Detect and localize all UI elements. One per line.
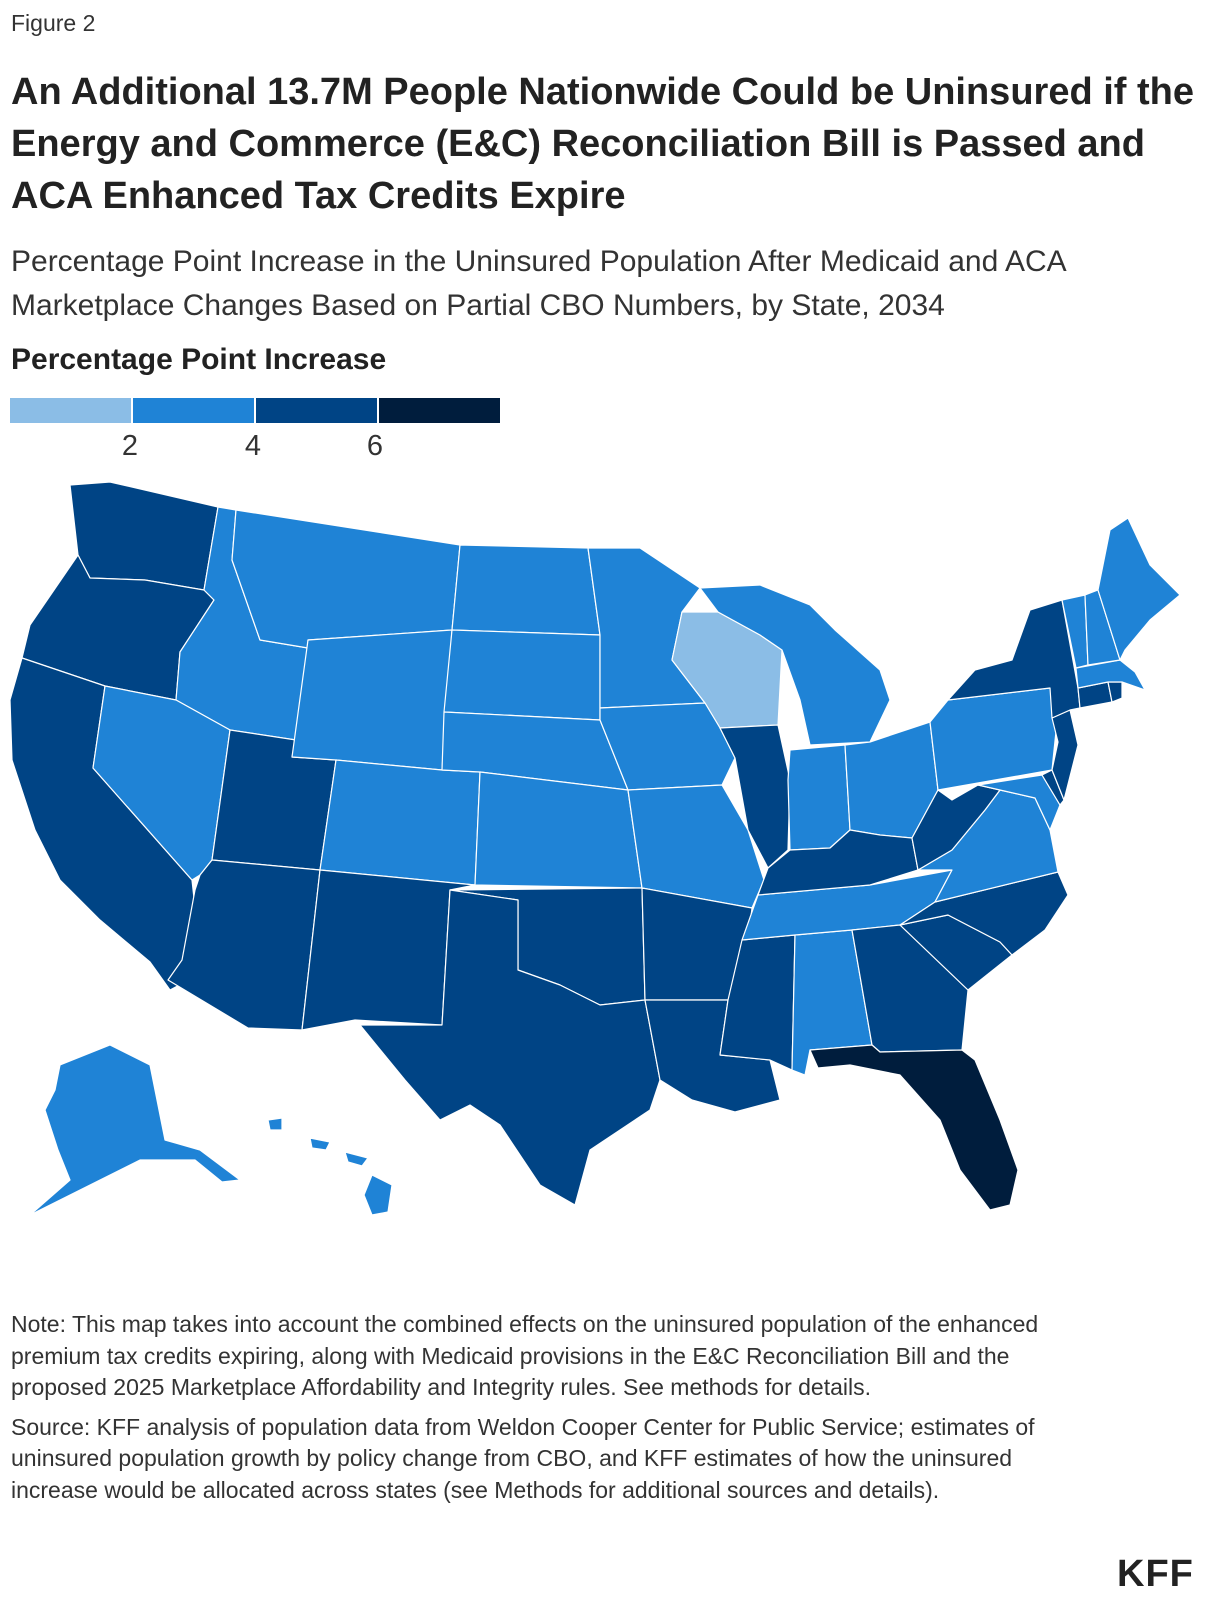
- state-TX[interactable]: [359, 889, 661, 1206]
- state-ME[interactable]: [1097, 517, 1181, 661]
- state-SD[interactable]: [443, 629, 601, 721]
- kff-logo: KFF: [1117, 1553, 1194, 1595]
- state-IA[interactable]: [599, 702, 736, 791]
- legend-tick-2: 2: [121, 430, 139, 462]
- note-text: Note: This map takes into account the co…: [11, 1311, 1039, 1400]
- source-text: Source: KFF analysis of population data …: [11, 1413, 1035, 1503]
- chart-subtitle: Percentage Point Increase in the Uninsur…: [11, 245, 1065, 322]
- state-ND[interactable]: [451, 544, 601, 636]
- state-AK[interactable]: [29, 1044, 241, 1216]
- legend-tick-6: 6: [366, 430, 384, 462]
- us-states-map: [9, 481, 1181, 1216]
- state-HI[interactable]: [267, 1117, 393, 1216]
- legend-swatch-3: [256, 398, 377, 423]
- figure-label: Figure 2: [11, 10, 96, 36]
- state-WY[interactable]: [291, 629, 453, 771]
- state-MT[interactable]: [231, 509, 461, 649]
- chart-title: An Additional 13.7M People Nationwide Co…: [11, 71, 1194, 217]
- legend-swatch-4: [379, 398, 500, 423]
- legend-tick-4: 4: [244, 430, 262, 462]
- state-MA[interactable]: [1075, 659, 1146, 691]
- notes-block: Note: This map takes into account the co…: [11, 1309, 1071, 1514]
- state-KS[interactable]: [474, 771, 643, 889]
- legend-scale: [10, 398, 500, 423]
- state-FL[interactable]: [809, 1044, 1019, 1211]
- state-PA[interactable]: [929, 687, 1059, 791]
- state-IL[interactable]: [719, 724, 791, 869]
- legend-swatch-2: [133, 398, 254, 423]
- state-IN[interactable]: [787, 744, 851, 851]
- state-NC[interactable]: [899, 871, 1069, 956]
- state-WA[interactable]: [69, 481, 219, 591]
- state-CO[interactable]: [319, 759, 481, 886]
- legend-title: Percentage Point Increase: [11, 343, 387, 376]
- legend-swatch-1: [10, 398, 131, 423]
